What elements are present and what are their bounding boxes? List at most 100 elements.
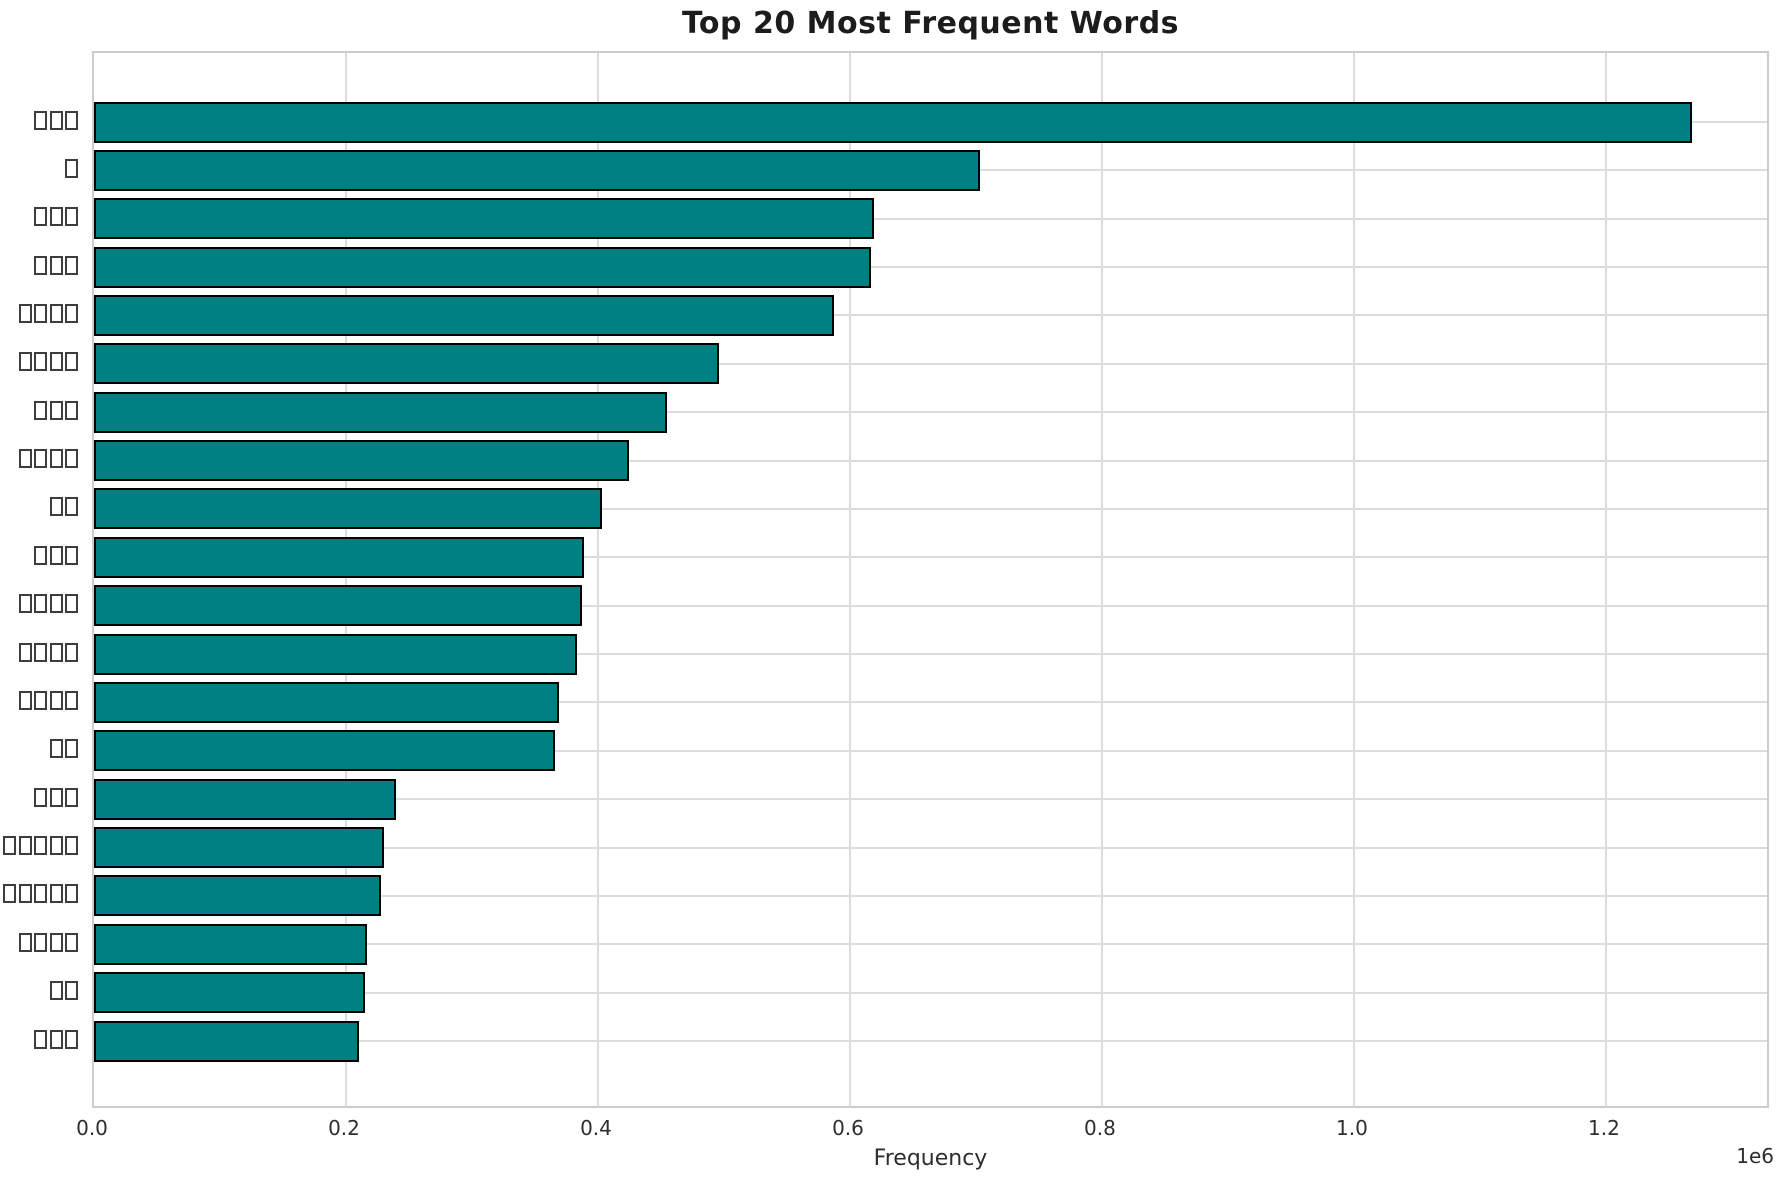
bar [94, 536, 585, 578]
y-tick-label [0, 689, 78, 711]
y-gridline [94, 894, 1767, 897]
tofu-glyph [34, 690, 47, 710]
y-tick-label [0, 544, 78, 566]
y-gridline [94, 362, 1767, 365]
x-tick-label: 0.0 [76, 1116, 108, 1140]
x-tick-label: 0.4 [580, 1116, 612, 1140]
tofu-glyph [34, 884, 47, 904]
tofu-glyph [49, 110, 63, 130]
y-tick-label [0, 448, 78, 470]
tofu-glyph [65, 787, 78, 807]
y-gridline [94, 991, 1767, 994]
tofu-glyph [65, 497, 78, 517]
x-gridline [848, 53, 851, 1106]
y-gridline [94, 507, 1767, 510]
tofu-glyph [34, 642, 47, 662]
bar [94, 149, 980, 191]
x-gridline [344, 53, 347, 1106]
tofu-glyph [34, 303, 47, 323]
y-tick-label [0, 883, 78, 905]
bar [94, 681, 559, 723]
tofu-glyph [65, 352, 78, 372]
plot-area [92, 51, 1769, 1108]
tofu-glyph [18, 884, 32, 904]
tofu-glyph [65, 690, 78, 710]
tofu-glyph [18, 836, 32, 856]
y-tick-label [0, 399, 78, 421]
x-gridline [1100, 53, 1103, 1106]
tofu-glyph [49, 932, 63, 952]
bar [94, 101, 1692, 143]
tofu-glyph [65, 158, 78, 178]
tofu-glyph [49, 787, 63, 807]
x-gridline [596, 53, 599, 1106]
y-gridline [94, 459, 1767, 462]
tofu-glyph [65, 739, 78, 759]
bar [94, 391, 668, 433]
y-tick-label [0, 980, 78, 1002]
tofu-glyph [49, 400, 63, 420]
tofu-glyph [49, 594, 63, 614]
tofu-glyph [65, 594, 78, 614]
y-tick-label [0, 1028, 78, 1050]
x-tick-label: 1.0 [1336, 1116, 1368, 1140]
chart-title: Top 20 Most Frequent Words [681, 6, 1180, 41]
tofu-glyph [18, 642, 32, 662]
x-tick-label: 0.6 [832, 1116, 864, 1140]
bar [94, 294, 834, 336]
tofu-glyph [65, 932, 78, 952]
tofu-glyph [49, 497, 63, 517]
tofu-glyph [49, 449, 63, 469]
tofu-glyph [34, 110, 47, 130]
tofu-glyph [49, 255, 63, 275]
bar [94, 730, 556, 772]
y-tick-label [0, 351, 78, 373]
y-gridline [94, 653, 1767, 656]
tofu-glyph [49, 1029, 63, 1049]
bar [94, 778, 397, 820]
tofu-glyph [34, 352, 47, 372]
y-gridline [94, 604, 1767, 607]
tofu-glyph [65, 255, 78, 275]
x-axis-offset-label: 1e6 [1736, 1144, 1774, 1168]
bar [94, 923, 368, 965]
tofu-glyph [65, 303, 78, 323]
tofu-glyph [49, 207, 63, 227]
bar [94, 246, 872, 288]
bar [94, 585, 582, 627]
x-tick-label: 0.8 [1084, 1116, 1116, 1140]
bar [94, 343, 719, 385]
y-gridline [94, 314, 1767, 317]
y-gridline [94, 556, 1767, 559]
tofu-glyph [65, 449, 78, 469]
y-tick-label [0, 593, 78, 615]
y-tick-label [0, 496, 78, 518]
tofu-glyph [18, 449, 32, 469]
bar [94, 488, 602, 530]
y-tick-label [0, 254, 78, 276]
bar [94, 1020, 359, 1062]
tofu-glyph [49, 981, 63, 1001]
tofu-glyph [49, 642, 63, 662]
tofu-glyph [65, 884, 78, 904]
x-tick-label: 0.2 [328, 1116, 360, 1140]
tofu-glyph [34, 400, 47, 420]
y-gridline [94, 411, 1767, 414]
tofu-glyph [34, 449, 47, 469]
tofu-glyph [65, 400, 78, 420]
tofu-glyph [18, 352, 32, 372]
y-gridline [94, 846, 1767, 849]
y-tick-label [0, 302, 78, 324]
tofu-glyph [65, 545, 78, 565]
x-tick-label: 1.2 [1588, 1116, 1620, 1140]
bar [94, 875, 382, 917]
tofu-glyph [34, 1029, 47, 1049]
tofu-glyph [18, 594, 32, 614]
y-gridline [94, 798, 1767, 801]
tofu-glyph [49, 836, 63, 856]
y-gridline [94, 943, 1767, 946]
x-gridline [1352, 53, 1355, 1106]
tofu-glyph [34, 594, 47, 614]
x-gridline [1604, 53, 1607, 1106]
tofu-glyph [65, 642, 78, 662]
